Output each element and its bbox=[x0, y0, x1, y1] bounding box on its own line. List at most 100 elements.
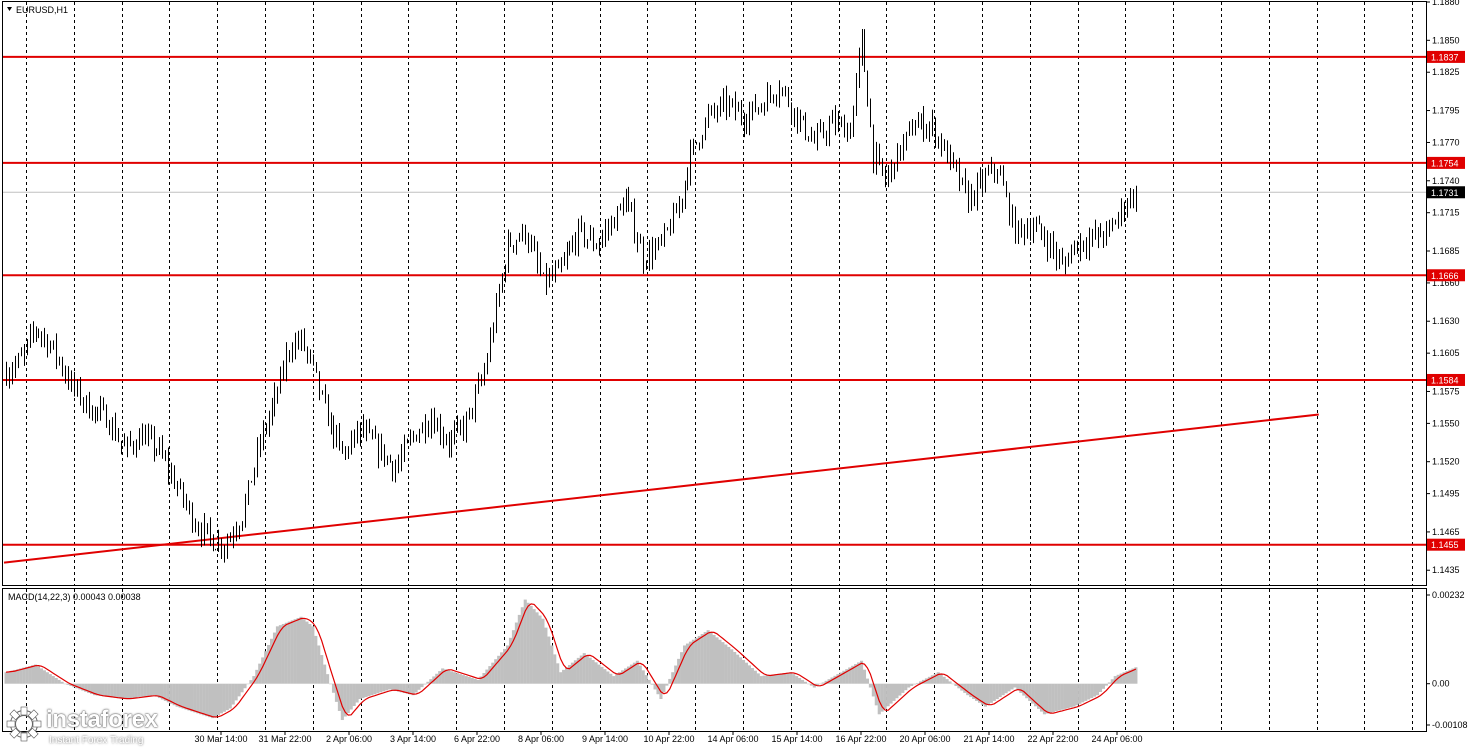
macd-bar bbox=[983, 683, 987, 707]
macd-bar bbox=[128, 683, 132, 699]
macd-bar bbox=[650, 683, 654, 685]
macd-bar bbox=[476, 679, 480, 684]
macd-bar bbox=[299, 616, 303, 684]
macd-bar bbox=[989, 683, 993, 703]
macd-bar bbox=[538, 615, 542, 684]
macd-bar bbox=[862, 669, 867, 684]
macd-bar bbox=[677, 658, 681, 684]
macd-bar bbox=[290, 620, 294, 684]
macd-bar bbox=[349, 683, 353, 710]
macd-bar bbox=[1001, 683, 1005, 696]
macd-bar bbox=[815, 683, 819, 686]
macd-bar bbox=[892, 683, 896, 701]
macd-bar bbox=[1034, 683, 1038, 707]
macd-bar bbox=[388, 683, 392, 690]
current-price-label: 1.1731 bbox=[1431, 188, 1459, 198]
instaforex-logo: instaforex Instant Forex Trading bbox=[4, 702, 180, 748]
macd-bar bbox=[317, 645, 321, 684]
macd-bar bbox=[488, 666, 492, 684]
macd-bar bbox=[517, 614, 521, 684]
macd-bar bbox=[715, 637, 719, 684]
macd-bar bbox=[63, 683, 67, 685]
macd-bar bbox=[166, 683, 170, 703]
macd-label: MACD(14,22,3) 0.00043 0.00038 bbox=[8, 592, 141, 602]
main-panel-frame bbox=[2, 1, 1427, 586]
macd-bar bbox=[1063, 683, 1067, 709]
macd-bar bbox=[458, 674, 462, 684]
macd-bar bbox=[408, 683, 412, 695]
macd-bar bbox=[927, 676, 931, 684]
macd-bar bbox=[110, 683, 114, 698]
macd-bar bbox=[444, 669, 448, 684]
macd-bar bbox=[739, 657, 743, 684]
macd-bar bbox=[25, 666, 29, 684]
macd-bar bbox=[576, 657, 580, 684]
macd-bar bbox=[1054, 683, 1058, 712]
macd-bar bbox=[1060, 683, 1064, 710]
time-label: 8 Apr 06:00 bbox=[518, 734, 564, 744]
ascending-trend-line[interactable] bbox=[3, 413, 1319, 564]
macd-bar bbox=[954, 683, 958, 686]
macd-bar bbox=[1107, 682, 1111, 684]
macd-bar bbox=[526, 602, 530, 684]
macd-bar bbox=[753, 670, 757, 684]
macd-bar bbox=[662, 683, 666, 693]
macd-bar bbox=[865, 678, 869, 684]
macd-bar bbox=[464, 676, 468, 684]
candles bbox=[6, 29, 1137, 563]
logo-tagline: Instant Forex Trading bbox=[49, 735, 144, 746]
price-tick-label: 1.1795 bbox=[1432, 106, 1460, 116]
macd-bar bbox=[972, 683, 976, 699]
macd-bar bbox=[414, 683, 418, 693]
time-label: 21 Apr 14:00 bbox=[963, 734, 1014, 744]
macd-bar bbox=[169, 683, 173, 704]
macd-bar bbox=[966, 683, 970, 696]
price-tick-label: 1.1575 bbox=[1432, 386, 1460, 396]
macd-bar bbox=[1075, 683, 1079, 706]
macd-bar bbox=[860, 660, 864, 684]
macd-bar bbox=[326, 674, 330, 684]
macd-bar bbox=[1131, 668, 1135, 684]
macd-bar bbox=[281, 623, 285, 684]
macd-bar bbox=[405, 683, 409, 694]
price-tick-label: 1.1605 bbox=[1432, 348, 1460, 358]
macd-bar bbox=[771, 674, 775, 684]
macd-bar bbox=[364, 683, 368, 698]
macd-bar bbox=[842, 670, 846, 684]
macd-bar bbox=[975, 683, 979, 701]
macd-bar bbox=[848, 667, 852, 684]
macd-bar bbox=[163, 683, 167, 701]
macd-bar bbox=[907, 683, 911, 688]
macd-bar bbox=[1125, 671, 1129, 684]
price-tick-label: 1.1550 bbox=[1432, 418, 1460, 428]
macd-bar bbox=[523, 599, 527, 684]
level-tag-label: 1.1666 bbox=[1431, 271, 1459, 281]
time-label: 30 Mar 14:00 bbox=[194, 734, 247, 744]
trend-line-layer bbox=[3, 413, 1319, 564]
macd-bar bbox=[31, 665, 35, 684]
macd-bar bbox=[329, 683, 333, 685]
macd-bar bbox=[10, 670, 14, 684]
macd-bar bbox=[305, 621, 309, 684]
macd-bar bbox=[219, 683, 223, 714]
price-tick-label: 1.1495 bbox=[1432, 489, 1460, 499]
macd-bar bbox=[851, 665, 855, 684]
time-label: 14 Apr 06:00 bbox=[707, 734, 758, 744]
macd-bar bbox=[644, 675, 648, 684]
macd-bar bbox=[272, 632, 277, 684]
symbol-header[interactable]: EURUSD,H1 bbox=[7, 5, 68, 15]
macd-bar bbox=[511, 630, 515, 684]
macd-bar bbox=[1093, 683, 1097, 697]
macd-bar bbox=[222, 683, 226, 712]
macd-bar bbox=[544, 627, 548, 684]
macd-bar bbox=[632, 662, 636, 684]
triangle-down-icon[interactable] bbox=[7, 7, 12, 11]
macd-bar bbox=[1022, 683, 1026, 696]
macd-bar bbox=[514, 622, 518, 684]
macd-bar bbox=[801, 679, 805, 684]
macd-bar bbox=[1048, 683, 1052, 713]
macd-bar bbox=[199, 683, 203, 715]
macd-bar bbox=[506, 645, 510, 684]
macd-bar bbox=[508, 637, 513, 684]
